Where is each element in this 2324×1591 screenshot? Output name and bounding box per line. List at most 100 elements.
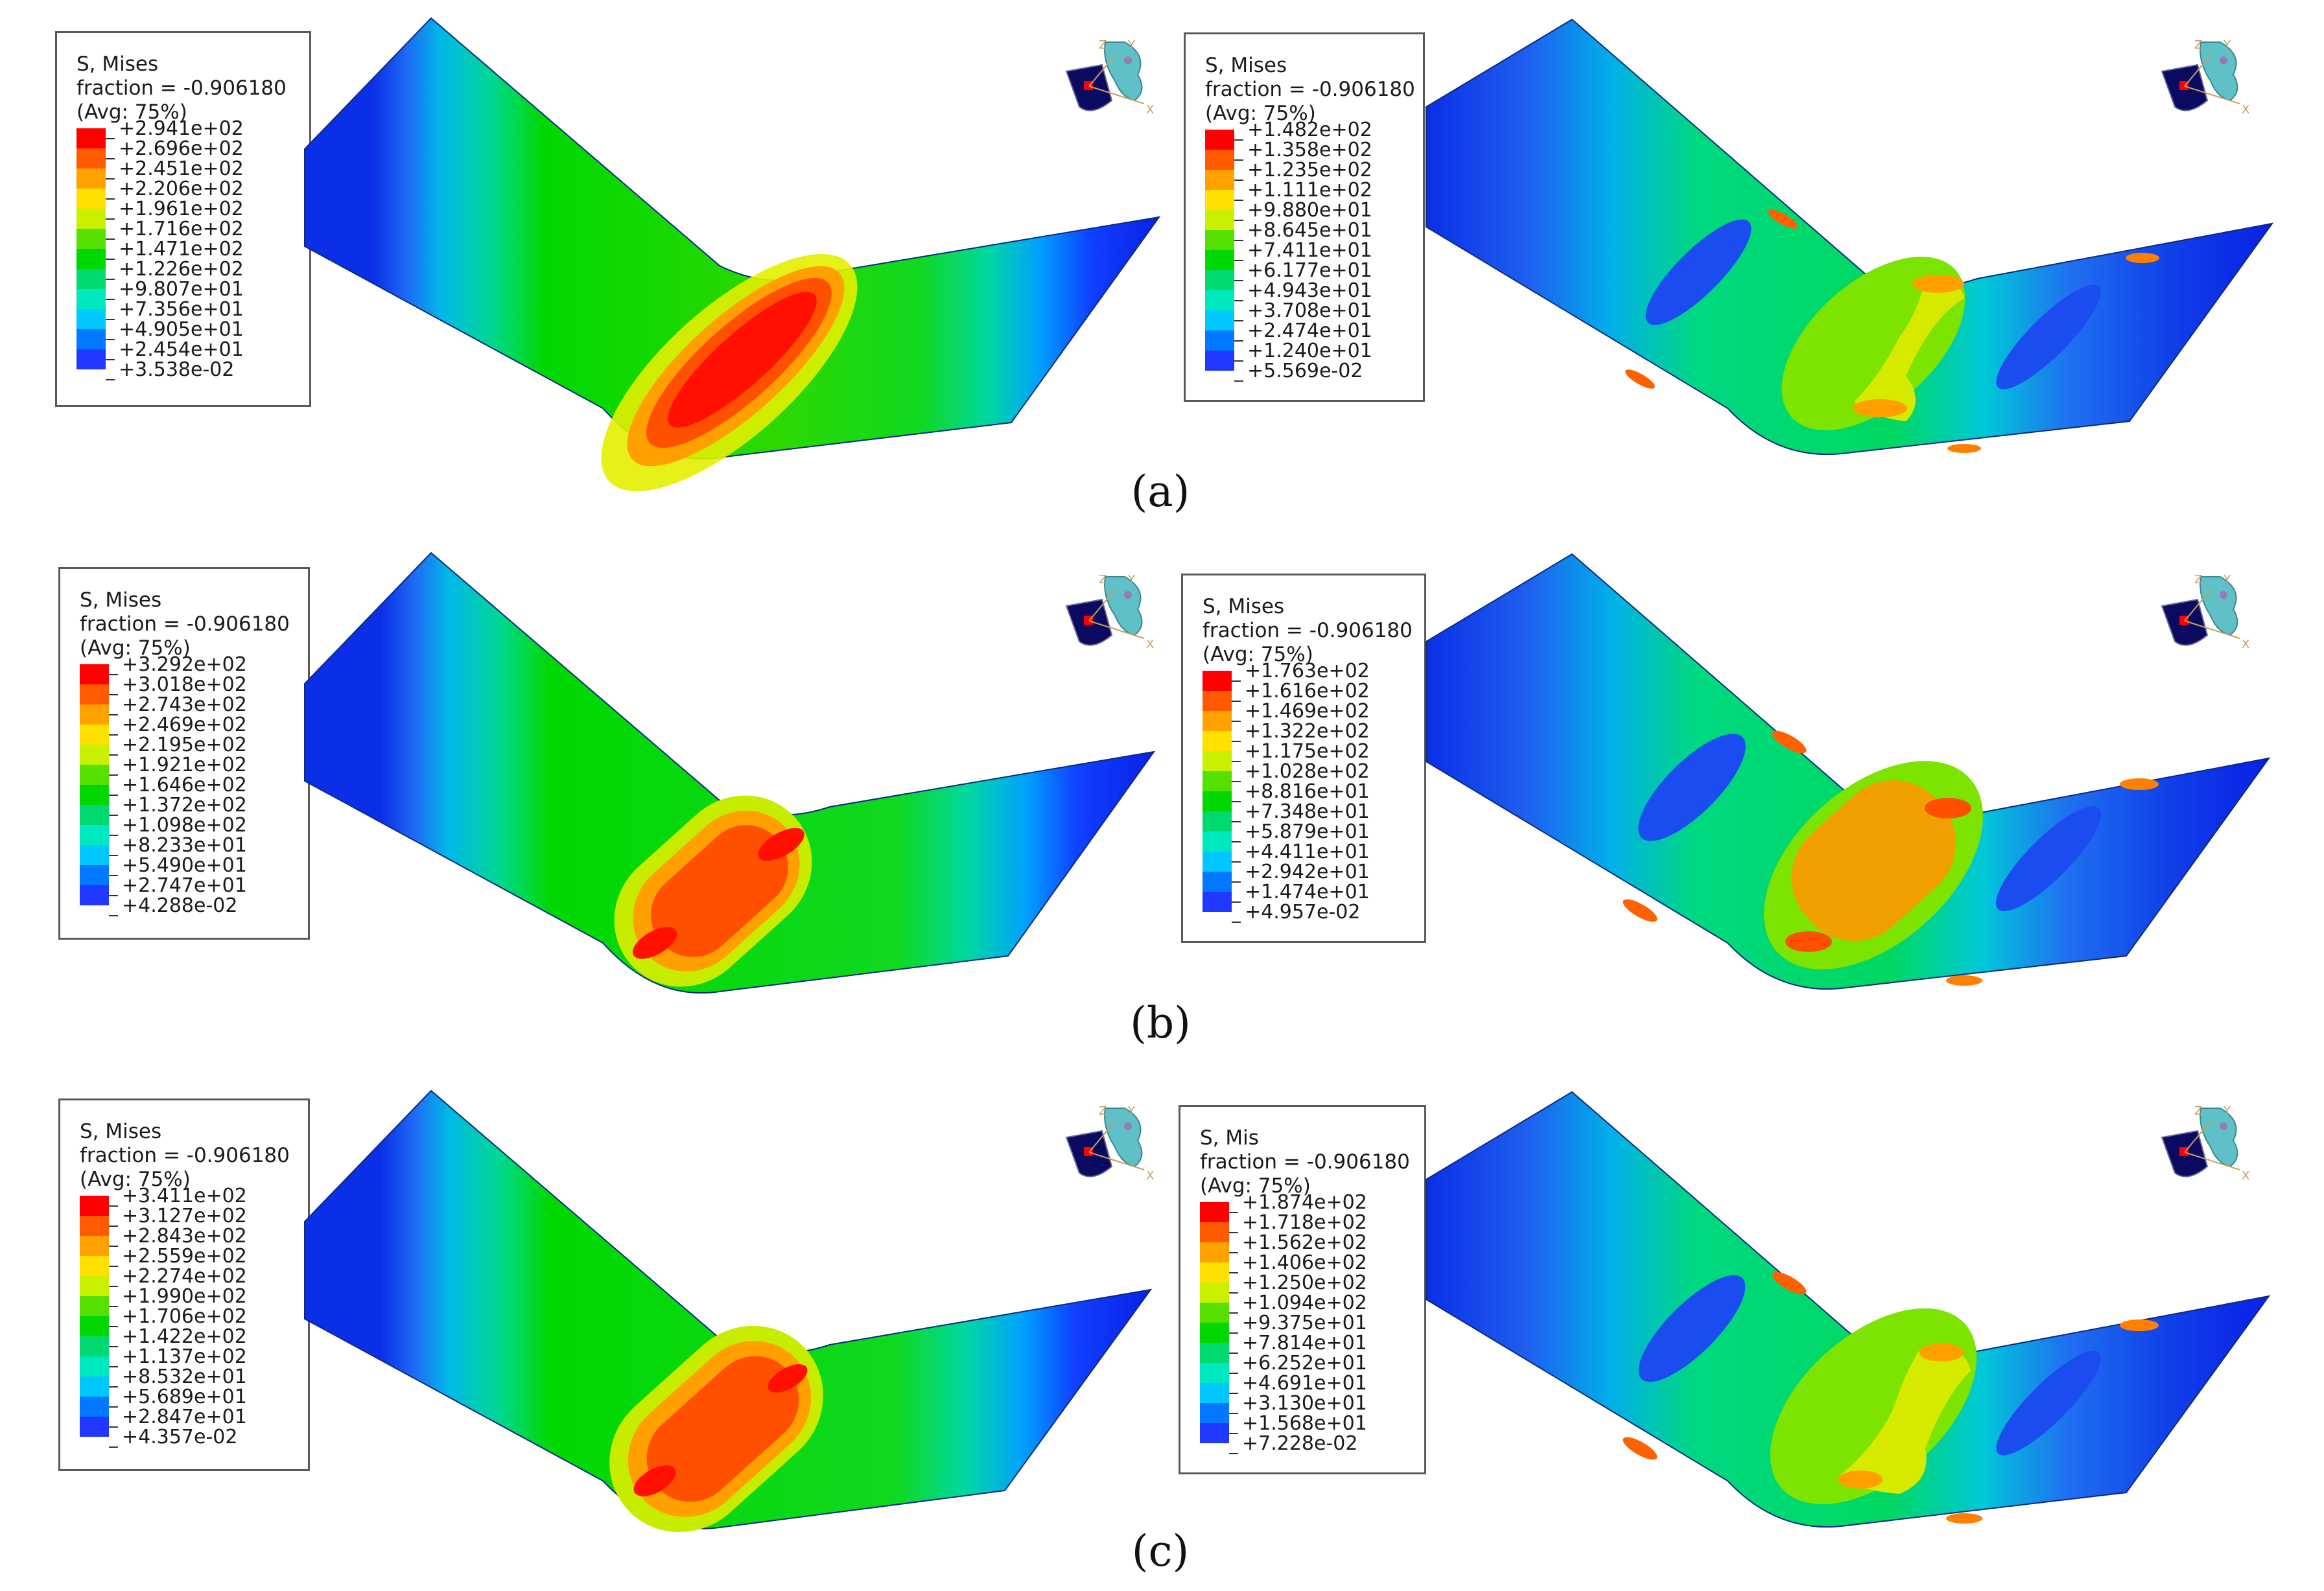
legend-value: +9.807e+01 bbox=[119, 277, 244, 301]
high-stress-bone bbox=[1854, 277, 1964, 421]
legend-swatch bbox=[80, 765, 109, 785]
legend-tick bbox=[1232, 740, 1241, 742]
legend-tick bbox=[1229, 1432, 1238, 1434]
legend-row: +1.562e+02 bbox=[1200, 1233, 1407, 1262]
orientation-triad-left-c: Z Y X bbox=[1063, 1102, 1160, 1199]
legend-row: +2.451e+02 bbox=[76, 159, 292, 189]
legend-swatch bbox=[1203, 872, 1232, 892]
legend-swatch bbox=[1200, 1242, 1229, 1262]
legend-row: +1.250e+02 bbox=[1200, 1273, 1407, 1303]
legend-swatch bbox=[1203, 852, 1232, 872]
legend-right-c: S, Mis fraction = -0.906180 (Avg: 75%) +… bbox=[1179, 1105, 1426, 1474]
legend-value: +1.322e+02 bbox=[1245, 719, 1370, 743]
legend-value: +2.451e+02 bbox=[119, 157, 244, 180]
legend-value: +8.233e+01 bbox=[122, 833, 247, 857]
stress-band-red-orange bbox=[651, 825, 788, 957]
legend-swatch bbox=[76, 249, 106, 269]
legend-swatch bbox=[80, 1256, 109, 1276]
legend-tick bbox=[109, 794, 118, 796]
legend-row: +7.348e+01 bbox=[1203, 802, 1407, 831]
legend-swatch bbox=[76, 309, 106, 329]
edge-hot-spot bbox=[1623, 899, 1658, 922]
triad-graphic: Z Y X bbox=[2161, 573, 2249, 651]
legend-row: +1.718e+02 bbox=[1200, 1213, 1407, 1242]
legend-value: +2.847e+01 bbox=[122, 1405, 247, 1428]
caption-a: (a) bbox=[1131, 467, 1190, 517]
legend-swatch bbox=[1203, 751, 1232, 771]
legend-swatch bbox=[1200, 1222, 1229, 1242]
legend-value: +4.905e+01 bbox=[119, 318, 244, 341]
legend-value: +1.763e+02 bbox=[1245, 659, 1370, 682]
svg-text:Y: Y bbox=[1127, 1104, 1136, 1118]
legend-tick bbox=[1232, 680, 1241, 682]
legend-tick bbox=[109, 1406, 118, 1408]
triad-graphic: Z Y X bbox=[1065, 573, 1154, 651]
edge-hot-spot bbox=[1625, 369, 1655, 389]
legend-row: +1.990e+02 bbox=[80, 1286, 291, 1316]
legend-value: +4.411e+01 bbox=[1245, 840, 1370, 863]
legend-row: +1.716e+02 bbox=[76, 219, 292, 249]
legend-value: +1.990e+02 bbox=[122, 1284, 247, 1308]
legend-tick bbox=[1229, 1332, 1238, 1334]
edge-hot-spot bbox=[2126, 253, 2159, 263]
triad-graphic: Z Y X bbox=[1065, 1104, 1154, 1183]
bent-plate-contour-left-a bbox=[304, 17, 1161, 492]
legend-tick bbox=[1234, 299, 1243, 301]
legend-tick bbox=[109, 1205, 118, 1207]
legend-swatch bbox=[76, 349, 106, 369]
legend-swatch bbox=[1205, 380, 1234, 382]
legend-tick bbox=[109, 734, 118, 736]
legend-swatch bbox=[1200, 1283, 1229, 1303]
low-stress-zone bbox=[1645, 219, 1752, 325]
legend-value: +1.718e+02 bbox=[1242, 1211, 1367, 1234]
legend-tick bbox=[1229, 1412, 1238, 1414]
legend-row: +1.706e+02 bbox=[80, 1306, 291, 1336]
legend-tick bbox=[106, 318, 115, 320]
legend-swatch bbox=[1205, 270, 1234, 290]
legend-value: +4.691e+01 bbox=[1242, 1371, 1367, 1395]
legend-left-c: S, Mises fraction = -0.906180 (Avg: 75%)… bbox=[58, 1098, 310, 1471]
legend-rows: +3.411e+02 +3.127e+02 +2.843e+02 +2.559e+02… bbox=[80, 1186, 291, 1457]
legend-swatch bbox=[1203, 831, 1232, 852]
legend-value: +1.646e+02 bbox=[122, 773, 247, 796]
legend-swatch bbox=[80, 704, 109, 725]
legend-value: +1.422e+02 bbox=[122, 1325, 247, 1348]
legend-value: +1.471e+02 bbox=[119, 237, 244, 261]
legend-tick bbox=[1234, 199, 1243, 201]
legend-row: +1.471e+02 bbox=[76, 239, 292, 269]
legend-row: +1.646e+02 bbox=[80, 775, 291, 805]
svg-text:X: X bbox=[1146, 1169, 1154, 1183]
legend-tick bbox=[1229, 1251, 1238, 1253]
legend-value: +1.961e+02 bbox=[119, 197, 244, 220]
legend-tick bbox=[109, 1245, 118, 1247]
edge-hot-spot bbox=[1947, 444, 1981, 453]
legend-fraction: fraction = -0.906180 bbox=[1200, 1150, 1410, 1174]
svg-text:Y: Y bbox=[2223, 1104, 2231, 1118]
legend-row: +3.018e+02 bbox=[80, 675, 291, 704]
legend-right-b: S, Mises fraction = -0.906180 (Avg: 75%)… bbox=[1181, 574, 1426, 943]
legend-fraction: fraction = -0.906180 bbox=[80, 1144, 290, 1167]
svg-text:X: X bbox=[2242, 103, 2249, 117]
legend-value: +1.235e+02 bbox=[1247, 158, 1372, 181]
legend-tick bbox=[1232, 901, 1241, 903]
legend-value: +1.406e+02 bbox=[1242, 1251, 1367, 1274]
legend-value: +1.098e+02 bbox=[122, 813, 247, 837]
bent-plate-contour-left-c bbox=[304, 1089, 1153, 1533]
legend-tick bbox=[109, 1285, 118, 1287]
legend-value: +5.490e+01 bbox=[122, 854, 247, 877]
legend-row: +1.372e+02 bbox=[80, 795, 291, 825]
stress-peak-red bbox=[633, 1465, 676, 1496]
legend-tick bbox=[109, 714, 118, 715]
low-stress-zone bbox=[1996, 1351, 2101, 1456]
legend-tick bbox=[109, 834, 118, 836]
legend-value: +1.568e+01 bbox=[1242, 1411, 1367, 1435]
legend-row: +9.880e+01 bbox=[1205, 200, 1406, 230]
legend-value: +2.843e+02 bbox=[122, 1224, 247, 1248]
low-stress-zone bbox=[1995, 806, 2102, 912]
legend-swatch bbox=[1205, 210, 1234, 230]
legend-tick bbox=[1234, 239, 1243, 241]
legend-row: +1.240e+01 bbox=[1205, 341, 1406, 371]
legend-value: +2.469e+02 bbox=[122, 713, 247, 736]
legend-value: +2.942e+01 bbox=[1245, 860, 1370, 883]
legend-tick bbox=[1232, 841, 1241, 842]
